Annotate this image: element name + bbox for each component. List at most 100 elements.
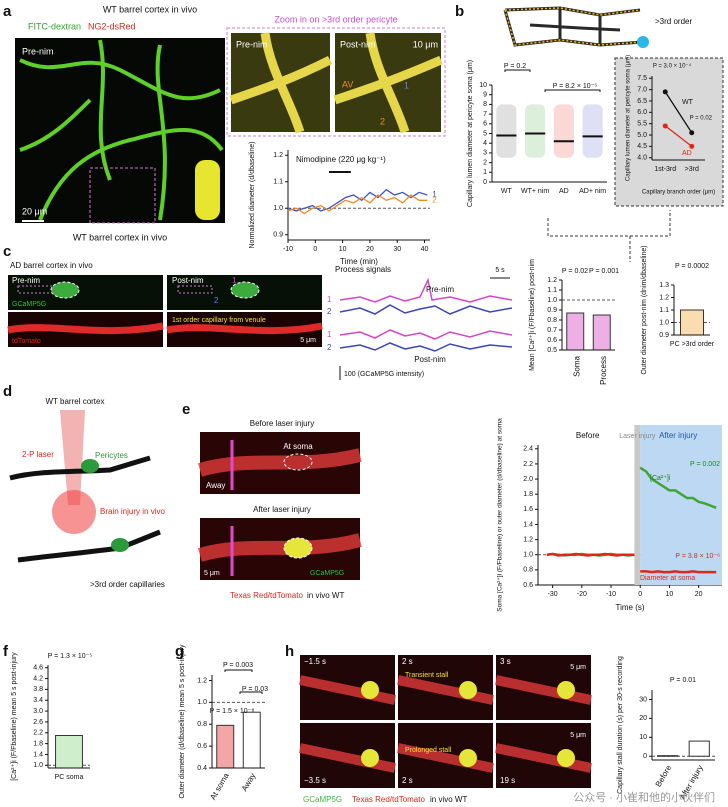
y-tick-label: 4.5 <box>637 143 647 150</box>
bar <box>216 724 235 769</box>
label: Texas Red/tdTomato <box>230 591 303 600</box>
y-tick-label: 0.5 <box>547 347 557 354</box>
y-tick-label: 0.8 <box>547 317 557 324</box>
annotation: P = 3.8 × 10⁻⁶ <box>675 553 720 560</box>
y-tick-label: 1.1 <box>659 307 669 314</box>
y-tick-label: 1.0 <box>547 297 557 304</box>
y-tick-label: 3 <box>483 150 487 157</box>
x-tick-label: PC soma <box>55 774 84 781</box>
pericyte <box>81 459 99 473</box>
y-tick-label: 1.8 <box>523 491 533 498</box>
x-tick-label: Process <box>599 356 608 385</box>
y-tick-label: 3.0 <box>33 708 43 715</box>
bracket <box>224 669 263 694</box>
y-tick-label: 1.1 <box>273 179 283 186</box>
label: 5 μm <box>204 570 220 577</box>
pericytes <box>361 681 575 767</box>
label: 2 <box>380 116 385 126</box>
injury-site <box>52 490 96 534</box>
y-tick-label: 1.2 <box>547 277 557 284</box>
y-tick-label: 0.9 <box>273 232 283 239</box>
annotation: P = 1.3 × 10⁻⁵ <box>48 653 93 660</box>
label: in vivo WT <box>307 591 344 600</box>
roi <box>177 285 213 294</box>
label: Zoom in on >3rd order pericyte <box>274 14 397 24</box>
watermark: 公众号 · 小崔和他的小伙伴们 <box>573 790 715 804</box>
label: Pericytes <box>95 451 128 460</box>
zoom-frame <box>226 27 446 137</box>
x-tick-label: WT <box>501 188 513 195</box>
label: 2 s <box>402 776 413 785</box>
bar <box>242 711 261 769</box>
legend-label: Diameter at soma <box>640 575 695 582</box>
bar <box>55 734 83 769</box>
label: Transient stall <box>405 672 449 679</box>
y-axis-label: [Ca²⁺]i (F/Fbaseline) mean 5 s post-inju… <box>11 652 18 781</box>
x-tick-label: Before <box>654 763 674 788</box>
x-tick-label: -10 <box>606 591 616 598</box>
bar <box>679 309 705 336</box>
point-cloud <box>582 104 603 158</box>
x-tick-label: -30 <box>548 591 558 598</box>
y-tick-label: 6.0 <box>637 109 647 116</box>
label: After laser injury <box>253 505 311 514</box>
panel-label: a <box>3 3 12 20</box>
legend-label: WT <box>682 99 694 106</box>
label: WT barrel cortex in vivo <box>103 4 197 14</box>
label: Pre-nim <box>12 276 40 285</box>
annotation: P = 0.0002 <box>675 263 709 270</box>
connector <box>547 210 671 237</box>
label: 5 μm <box>300 337 316 344</box>
y-axis-label: Capillary lumen diameter at pericyte som… <box>626 55 632 181</box>
annotation: P = 8.2 × 10⁻⁵ <box>553 83 598 90</box>
label: At soma <box>283 442 313 451</box>
y-tick-label: 0.6 <box>547 337 557 344</box>
legend-label: 1 <box>432 190 437 199</box>
y-tick-label: 7.0 <box>637 86 647 93</box>
y-tick-label: 10 <box>479 82 487 89</box>
label: 20 μm <box>22 206 47 216</box>
label: 1 <box>327 295 332 304</box>
x-tick-label: AD+ nim <box>579 188 606 195</box>
label: 1st order capillary from venule <box>172 317 266 324</box>
x-tick-label: WT+ nim <box>521 188 549 195</box>
label: Post-nim <box>414 355 446 364</box>
y-axis-label: Outer diameter post-nim (dnim/dbaseline) <box>641 245 648 374</box>
zoom-box <box>89 167 156 224</box>
bar <box>657 755 679 757</box>
bar <box>592 314 611 351</box>
vessels <box>7 322 323 335</box>
y-tick-label: 5.0 <box>637 132 647 139</box>
y-tick-label: 2.2 <box>33 730 43 737</box>
capillary <box>17 529 161 563</box>
label: Prolonged stall <box>405 747 452 754</box>
y-tick-label: 0.8 <box>197 721 207 728</box>
series-line <box>287 194 428 215</box>
bracket <box>504 69 601 92</box>
label: −1.5 s <box>304 657 326 666</box>
phase-label: After injury <box>659 431 697 440</box>
panel-label: d <box>3 383 12 400</box>
annotation: P = 0.001 <box>589 268 619 275</box>
venule <box>195 160 220 220</box>
series-line <box>664 91 693 134</box>
panel-label: g <box>175 643 184 660</box>
x-tick-label: 0 <box>638 591 642 598</box>
legend-label: [Ca²⁺]i <box>650 475 671 482</box>
y-tick-label: 0.6 <box>523 582 533 589</box>
label: >3rd order capillaries <box>90 580 165 589</box>
y-tick-label: 6 <box>483 121 487 128</box>
label: 2 s <box>402 657 413 666</box>
y-tick-label: 8 <box>483 101 487 108</box>
trace <box>339 342 513 352</box>
y-axis-label: Capillary lumen diameter at pericyte som… <box>467 60 474 207</box>
x-tick-label: 20 <box>366 246 374 253</box>
x-tick-label: 0 <box>313 246 317 253</box>
injury-region <box>634 425 641 585</box>
y-tick-label: 9 <box>483 92 487 99</box>
y-axis-label: Mean [Ca²⁺]i (F/Fbaseline) post-nim <box>529 259 536 371</box>
label: >3rd order <box>655 17 692 26</box>
x-tick-label: 10 <box>666 591 674 598</box>
y-tick-label: 2.6 <box>33 719 43 726</box>
